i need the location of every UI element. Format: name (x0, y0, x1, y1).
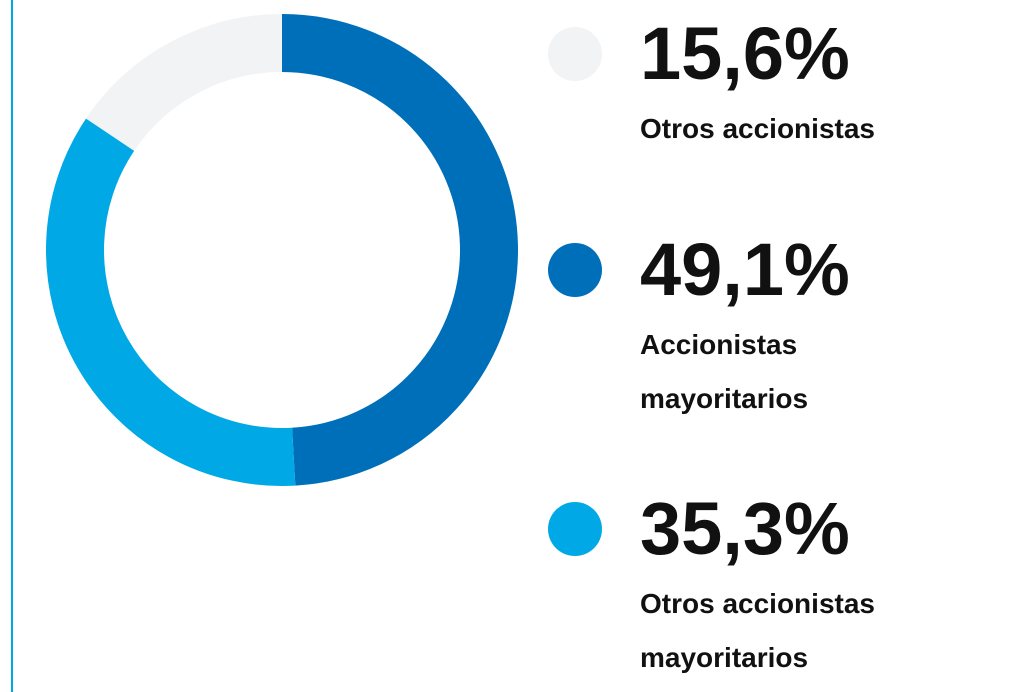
legend-label: Otros accionistas mayoritarios (640, 588, 875, 673)
value-label: 49,1% (640, 228, 850, 311)
chart (46, 14, 518, 486)
donut-segment (46, 118, 296, 486)
legend-dot (548, 502, 602, 556)
value-label: 35,3% (640, 487, 850, 570)
legend-label: Accionistas mayoritarios (640, 329, 809, 414)
value-label: 15,6% (640, 12, 850, 95)
donut-segment (85, 14, 283, 152)
legend-label: Otros accionistas (640, 113, 875, 144)
donut-segment (281, 14, 518, 486)
edge-line (11, 0, 13, 692)
legend-dot (548, 27, 602, 81)
legend-dot (548, 243, 602, 297)
